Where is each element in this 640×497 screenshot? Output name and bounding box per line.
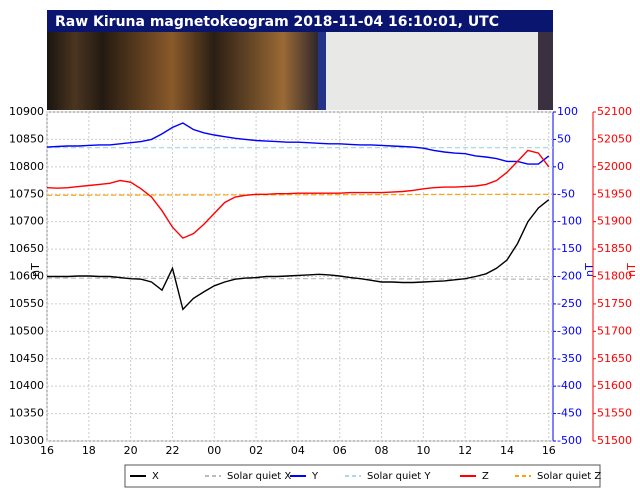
x-tick-label: 14: [500, 444, 514, 457]
series-line: [47, 199, 550, 311]
y2-tick-label: -200: [557, 270, 582, 283]
x-tick-label: 22: [165, 444, 179, 457]
legend-label: Solar quiet Y: [367, 471, 431, 482]
legend-label: Solar quiet X: [227, 471, 291, 482]
y2-axis-label: nT: [583, 263, 596, 277]
y-tick-label: 10300: [9, 434, 44, 447]
x-tick-label: 12: [458, 444, 472, 457]
y2-tick-label: -350: [557, 352, 582, 365]
y3-tick-label: 52100: [597, 105, 632, 118]
x-tick-label: 16: [40, 444, 54, 457]
y3-tick-label: 51650: [597, 352, 632, 365]
legend-label: Z: [482, 471, 489, 482]
y3-tick-label: 51950: [597, 187, 632, 200]
y2-tick-label: 0: [557, 160, 564, 173]
y-tick-label: 10400: [9, 379, 44, 392]
y3-tick-label: 51700: [597, 324, 632, 337]
y-tick-label: 10700: [9, 215, 44, 228]
x-tick-label: 20: [124, 444, 138, 457]
x-tick-label: 06: [333, 444, 347, 457]
keogram-edge: [318, 32, 326, 110]
y3-tick-label: 51800: [597, 270, 632, 283]
title-bar: [47, 10, 553, 32]
y-tick-label: 10850: [9, 132, 44, 145]
y3-tick-label: 51500: [597, 434, 632, 447]
y3-tick-label: 51750: [597, 297, 632, 310]
y2-tick-label: -400: [557, 379, 582, 392]
y2-tick-label: -150: [557, 242, 582, 255]
y-tick-label: 10650: [9, 242, 44, 255]
y-axis-label: nT: [29, 263, 42, 277]
y-tick-label: 10500: [9, 324, 44, 337]
y3-tick-label: 51850: [597, 242, 632, 255]
y2-tick-label: -300: [557, 324, 582, 337]
y3-tick-label: 51550: [597, 407, 632, 420]
y2-tick-label: -500: [557, 434, 582, 447]
keogram-gap: [326, 32, 538, 110]
x-tick-label: 10: [416, 444, 430, 457]
y-tick-label: 10550: [9, 297, 44, 310]
legend-label: Y: [311, 471, 319, 482]
y-tick-label: 10450: [9, 352, 44, 365]
y-tick-label: 10800: [9, 160, 44, 173]
y3-tick-label: 51900: [597, 215, 632, 228]
y2-tick-label: -50: [557, 187, 575, 200]
y-tick-label: 10350: [9, 407, 44, 420]
y2-tick-label: -250: [557, 297, 582, 310]
series-line: [46, 193, 554, 196]
keogram: [538, 32, 553, 110]
keogram: [47, 32, 325, 110]
y-tick-label: 10900: [9, 105, 44, 118]
y2-tick-label: -450: [557, 407, 582, 420]
y2-tick-label: -100: [557, 215, 582, 228]
legend: [124, 464, 601, 488]
legend-label: X: [152, 471, 159, 482]
y2-tick-label: 100: [557, 105, 578, 118]
y3-axis-label: nT: [625, 263, 638, 277]
x-tick-label: 16: [542, 444, 556, 457]
y2-tick-label: 50: [557, 132, 571, 145]
y3-tick-label: 51600: [597, 379, 632, 392]
x-tick-label: 00: [207, 444, 221, 457]
series-line: [46, 149, 550, 239]
y-tick-label: 10600: [9, 270, 44, 283]
x-tick-label: 18: [82, 444, 96, 457]
y-tick-label: 10750: [9, 187, 44, 200]
legend-label: Solar quiet Z: [537, 471, 601, 482]
x-tick-label: 08: [375, 444, 389, 457]
series-line: [46, 122, 550, 165]
y3-tick-label: 52050: [597, 132, 632, 145]
x-tick-label: 04: [291, 444, 305, 457]
y3-tick-label: 52000: [597, 160, 632, 173]
x-tick-label: 02: [249, 444, 263, 457]
chart-title: Raw Kiruna magnetokeogram 2018-11-04 16:…: [55, 14, 499, 30]
